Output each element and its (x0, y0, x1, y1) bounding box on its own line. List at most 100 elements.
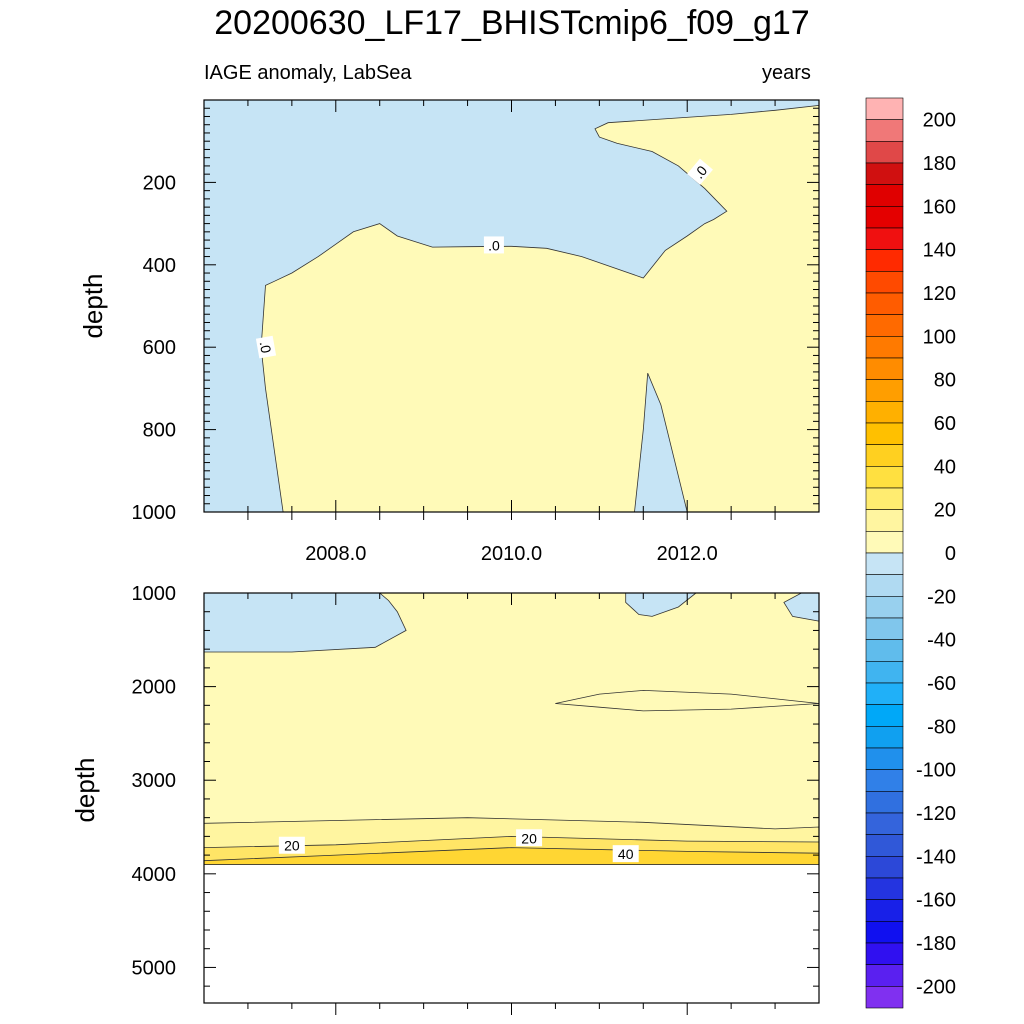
colorbar-box (865, 444, 904, 467)
contour-label-text: 20 (284, 838, 300, 854)
colorbar-box (865, 184, 904, 207)
y-tick-label-lower: 1000 (132, 583, 177, 605)
contour-label-text: .0 (488, 237, 500, 253)
x-tick-label: 2012.0 (657, 543, 718, 565)
colorbar-box (865, 162, 904, 185)
colorbar-box (865, 617, 904, 640)
contour-label-lower-0: 20 (278, 836, 305, 854)
contour-label-upper-1: .0 (483, 236, 504, 254)
colorbar-box (865, 596, 904, 619)
upper-panel: .0 .0 .0 200 400 600 800 1000 2008.0 2010.0 2012.0… (78, 99, 820, 565)
lower-panel: 20 20 40 1000 2000 3000 4000 5000 depth (70, 583, 820, 1015)
colorbar-label: 200 (923, 110, 956, 132)
y-tick-label-lower: 5000 (132, 957, 177, 979)
y-tick-label-lower: 3000 (132, 770, 177, 792)
colorbar-box (865, 379, 904, 402)
colorbar-label: -60 (927, 673, 956, 695)
colorbar-box (865, 292, 904, 315)
colorbar-box (865, 466, 904, 489)
contour-label-lower-2: 40 (612, 845, 639, 863)
contour-label-bg (278, 836, 305, 854)
contour-line-0 (555, 689, 820, 704)
y-tick-label-upper: 800 (143, 420, 176, 442)
colorbar-box (865, 769, 904, 792)
colorbar-box (865, 942, 904, 965)
contour-label-bg (612, 845, 639, 863)
colorbar-box (865, 899, 904, 922)
colorbar-label: 20 (934, 500, 956, 522)
y-tick-label-upper: 1000 (132, 502, 177, 524)
colorbar-label: 180 (923, 153, 956, 175)
colorbar-box (865, 401, 904, 424)
y-tick-label-lower: 4000 (132, 864, 177, 886)
colorbar-label: -40 (927, 630, 956, 652)
y-tick-label-upper: 200 (143, 172, 176, 194)
colorbar-box (865, 314, 904, 337)
colorbar-label: 80 (934, 370, 956, 392)
colorbar-box (865, 336, 904, 359)
colorbar-label: 60 (934, 413, 956, 435)
y-tick-label-upper: 400 (143, 255, 176, 277)
units-subtitle: years (762, 62, 811, 84)
colorbar-box (865, 249, 904, 272)
colorbar-label: -20 (927, 586, 956, 608)
colorbar-box (865, 877, 904, 900)
contour-label-upper-2: .0 (255, 335, 277, 359)
variable-subtitle: IAGE anomaly, LabSea (204, 62, 412, 84)
contour-label-bg (687, 158, 713, 185)
colorbar-box (865, 357, 904, 380)
y-axis-label-upper: depth (78, 273, 108, 338)
colorbar-label: -100 (916, 760, 956, 782)
colorbar-label: 0 (945, 543, 956, 565)
colorbar-label: -140 (916, 846, 956, 868)
colorbar-box (865, 552, 904, 575)
colorbar-box (865, 206, 904, 229)
contour-label-bg (483, 236, 504, 254)
y-tick-label-upper: 600 (143, 337, 176, 359)
colorbar-box (865, 921, 904, 944)
colorbar-box (865, 834, 904, 857)
colorbar-box (865, 531, 904, 554)
contour-label-text: .0 (257, 340, 275, 354)
colorbar-box (865, 726, 904, 749)
y-tick-label-lower: 2000 (132, 677, 177, 699)
colorbar-box (865, 422, 904, 445)
colorbar-label: -200 (916, 976, 956, 998)
contour-label-upper-0: .0 (687, 158, 713, 185)
colorbar-label: -80 (927, 716, 956, 738)
x-tick-label: 2010.0 (481, 543, 542, 565)
contour-label-text: 20 (521, 830, 537, 846)
x-tick-label: 2008.0 (305, 543, 366, 565)
colorbar-label: -120 (916, 803, 956, 825)
contour-region-0 (203, 99, 820, 513)
colorbar-box (865, 986, 904, 1009)
colorbar-box (865, 856, 904, 879)
colorbar-box (865, 661, 904, 684)
colorbar-box (865, 271, 904, 294)
colorbar-label: -180 (916, 933, 956, 955)
colorbar-box (865, 639, 904, 662)
colorbar-label: 160 (923, 196, 956, 218)
colorbar-box (865, 227, 904, 250)
colorbar-label: 140 (923, 240, 956, 262)
colorbar-box (865, 574, 904, 597)
contour-label-bg (255, 335, 277, 359)
contour-label-text: 40 (618, 846, 634, 862)
contour-region-5 (203, 847, 820, 865)
colorbar-box (865, 119, 904, 142)
chart-title: 20200630_LF17_BHISTcmip6_f09_g17 (214, 4, 810, 42)
colorbar-box (865, 509, 904, 532)
colorbar-box (865, 791, 904, 814)
colorbar: 200180160140120100806040200-20-40-60-80-… (865, 97, 956, 1009)
contour-label-bg (516, 829, 543, 847)
colorbar-box (865, 704, 904, 727)
colorbar-label: -160 (916, 890, 956, 912)
colorbar-label: 100 (923, 326, 956, 348)
y-axis-label-lower: depth (70, 757, 100, 822)
colorbar-box (865, 747, 904, 770)
colorbar-box (865, 141, 904, 164)
colorbar-box (865, 682, 904, 705)
colorbar-label: 120 (923, 283, 956, 305)
colorbar-box (865, 812, 904, 835)
